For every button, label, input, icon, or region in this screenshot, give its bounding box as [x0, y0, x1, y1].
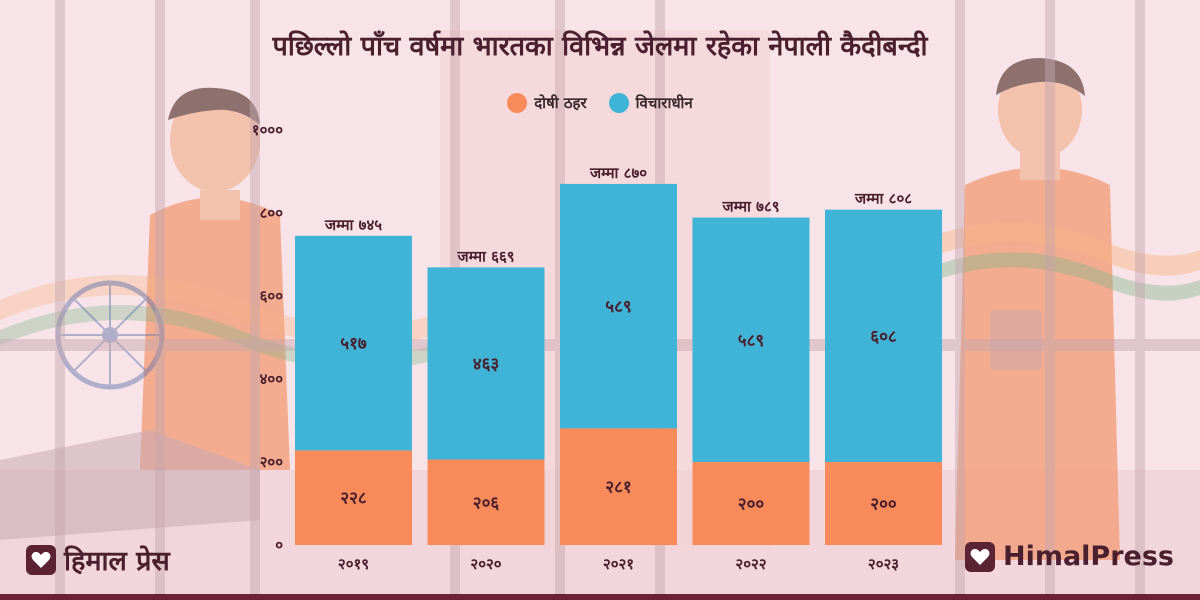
bar-segment-convicted — [295, 450, 412, 545]
bottom-accent-strip — [0, 594, 1200, 600]
bar-total-label: जम्मा ८७० — [589, 164, 647, 182]
bar-segment-convicted — [427, 459, 545, 545]
logo-text-english: HimalPress — [1002, 541, 1174, 572]
bar-value-label: २०० — [870, 495, 897, 515]
bar-total-label: जम्मा ६६९ — [456, 247, 514, 265]
bar-value-label: ५८९ — [605, 297, 632, 317]
bar-value-label: ४६३ — [473, 354, 500, 374]
bar-segment-under-trial — [427, 267, 545, 460]
legend-item-under-trial: विचाराधीन — [608, 93, 693, 113]
y-tick-label: ६०० — [260, 287, 284, 305]
legend-swatch-convicted — [507, 93, 528, 113]
x-category-label: २०२३ — [868, 555, 899, 573]
bar-value-label: २०० — [738, 495, 765, 515]
legend-item-convicted: दोषी ठहर — [507, 93, 587, 113]
bar-value-label: २८१ — [605, 478, 632, 498]
y-tick-label: ४०० — [260, 370, 284, 388]
left-prisoner-figure — [140, 87, 290, 470]
legend-label-under-trial: विचाराधीन — [635, 94, 693, 112]
y-tick-label: ८०० — [260, 204, 284, 222]
ashoka-chakra-icon — [55, 280, 165, 390]
bar-value-label: २०६ — [473, 493, 500, 513]
bar-segment-under-trial — [295, 235, 412, 451]
x-category-label: २०२१ — [603, 555, 634, 573]
bar-total-label: जम्मा ७८९ — [721, 198, 779, 216]
heart-logo-icon — [26, 544, 56, 575]
bar-segment-under-trial — [692, 217, 810, 462]
bar-segment-convicted — [825, 462, 942, 545]
right-prisoner-figure — [955, 58, 1120, 560]
x-category-label: २०२० — [470, 555, 501, 573]
bar-segment-convicted — [560, 428, 677, 545]
y-tick-label: ० — [275, 536, 283, 554]
bar-value-label: ६०८ — [870, 327, 897, 347]
x-category-label: २०१९ — [338, 555, 369, 573]
himal-press-logo-left: हिमाल प्रेस — [26, 541, 170, 578]
bar-segment-convicted — [692, 462, 810, 545]
chart-legend: दोषी ठहर विचाराधीन — [0, 93, 1200, 113]
bar-value-label: ५१७ — [340, 334, 367, 354]
bar-value-label: २२८ — [340, 489, 367, 509]
bar-segment-under-trial — [825, 209, 942, 462]
bar-total-label: जम्मा ८०८ — [854, 190, 912, 208]
bar-value-label: ५८९ — [738, 331, 765, 351]
padlock-icon — [990, 310, 1042, 370]
legend-swatch-under-trial — [608, 93, 629, 113]
bar-total-label: जम्मा ७४५ — [324, 216, 382, 234]
x-category-label: २०२२ — [735, 555, 766, 573]
y-tick-label: २०० — [260, 453, 284, 471]
logo-text-nepali: हिमाल प्रेस — [64, 546, 170, 577]
y-tick-label: १००० — [252, 121, 283, 139]
himal-press-logo-right: HimalPress — [964, 541, 1174, 572]
bar-segment-under-trial — [560, 183, 677, 429]
chart-title: पछिल्लो पाँच वर्षमा भारतका विभिन्न जेलमा… — [272, 31, 928, 62]
heart-logo-icon — [964, 541, 995, 572]
legend-label-convicted: दोषी ठहर — [534, 94, 587, 112]
